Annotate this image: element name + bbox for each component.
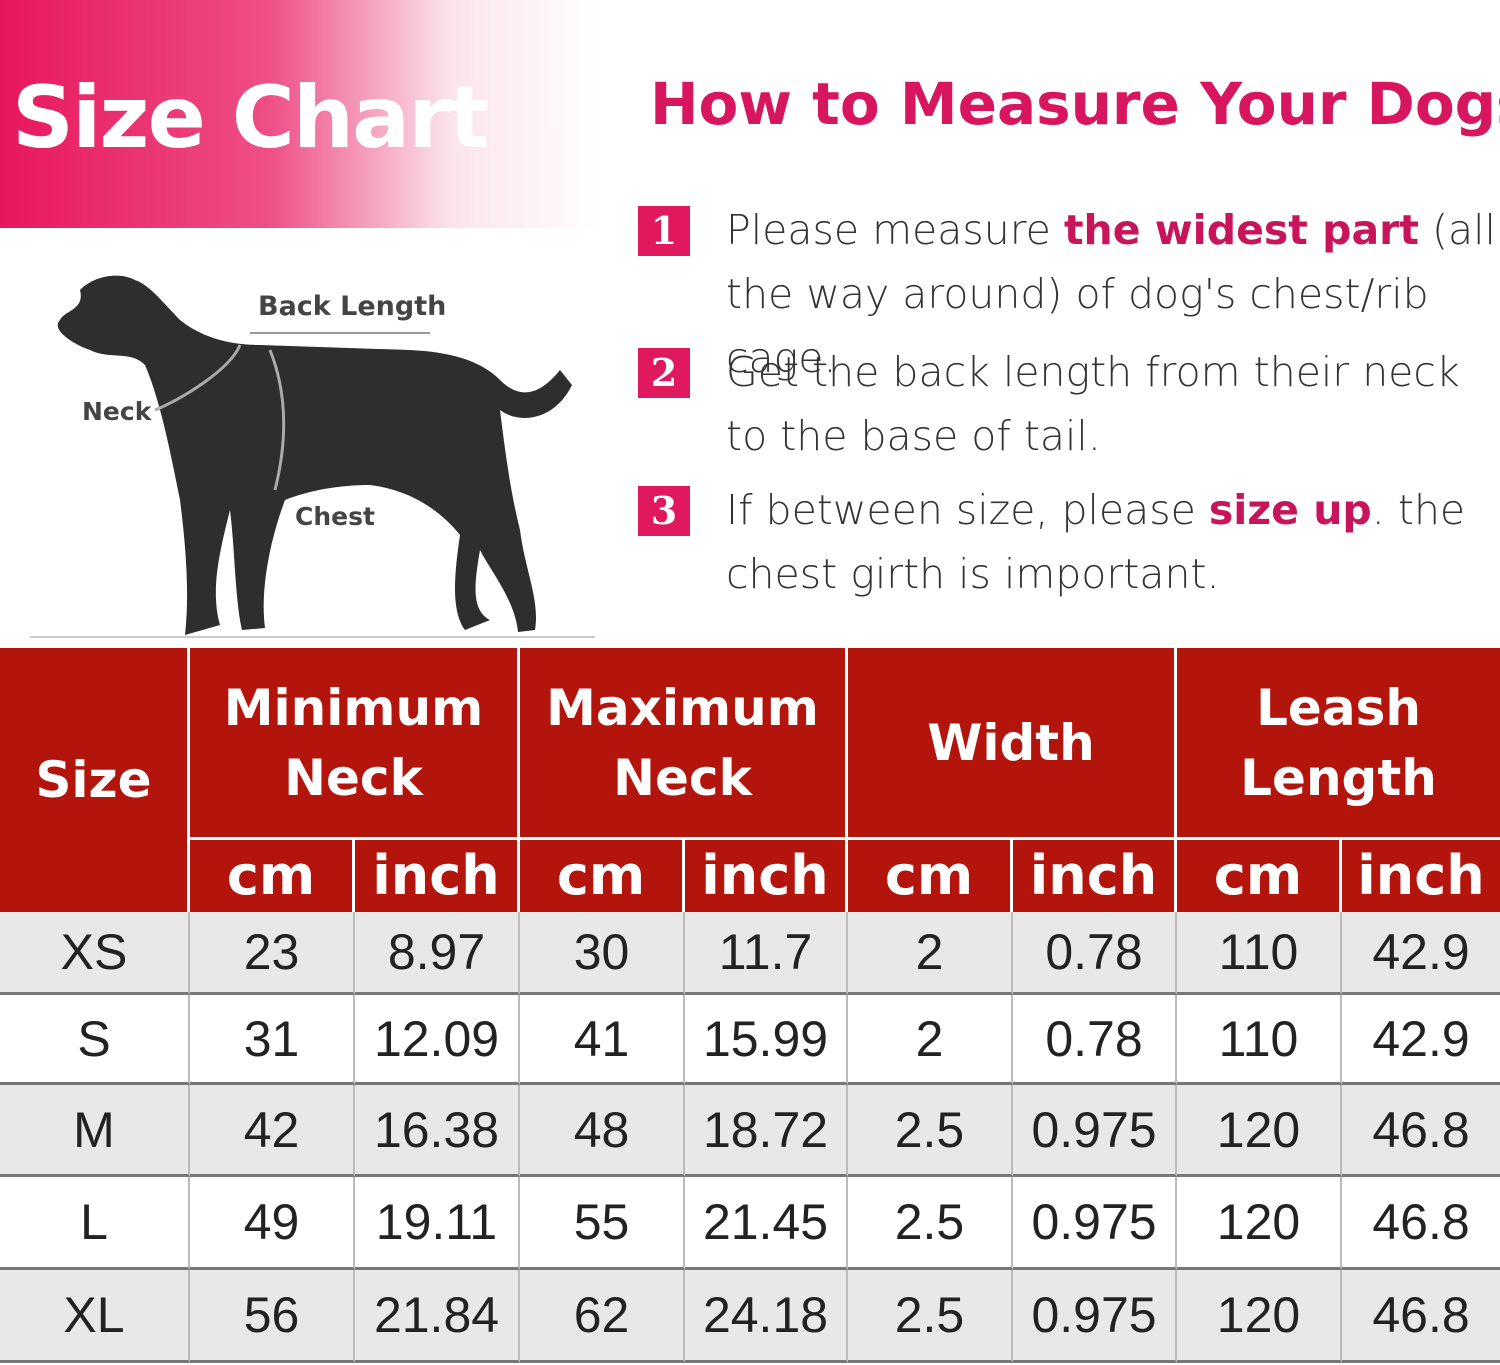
step-text-part: (all the way around) of dog's chest/rib … [726, 206, 1496, 382]
value-cell: 24.18 [685, 1270, 848, 1363]
value-cell: 8.97 [355, 912, 520, 995]
value-cell: 55 [520, 1177, 685, 1270]
value-cell: 120 [1177, 1177, 1342, 1270]
size-cell: M [0, 1085, 190, 1177]
value-cell: 2.5 [848, 1085, 1013, 1177]
step-text: If between size, please size up. the che… [726, 478, 1496, 606]
value-cell: 120 [1177, 1085, 1342, 1177]
value-cell: 11.7 [685, 912, 848, 995]
howto-title: How to Measure Your Dogs? [650, 70, 1500, 138]
unit-header: cm [190, 840, 355, 912]
label-chest: Chest [295, 502, 375, 531]
group-header: Leash Length [1177, 648, 1500, 840]
step-text: Please measure the widest part (all the … [726, 198, 1496, 390]
value-cell: 46.8 [1342, 1177, 1500, 1270]
step-text-part: . the chest girth is important. [726, 486, 1466, 598]
value-cell: 42.9 [1342, 995, 1500, 1085]
title-banner: Size Chart [0, 0, 600, 228]
value-cell: 62 [520, 1270, 685, 1363]
group-header: Width [848, 648, 1177, 840]
value-cell: 21.84 [355, 1270, 520, 1363]
value-cell: 0.78 [1013, 912, 1177, 995]
value-cell: 110 [1177, 912, 1342, 995]
step-text-part: Get the back length from their neck to t… [726, 348, 1460, 460]
value-cell: 48 [520, 1085, 685, 1177]
value-cell: 0.78 [1013, 995, 1177, 1085]
size-cell: XL [0, 1270, 190, 1363]
unit-header: inch [355, 840, 520, 912]
size-cell: XS [0, 912, 190, 995]
dog-diagram: Back Length Neck Chest [30, 275, 595, 638]
value-cell: 42 [190, 1085, 355, 1177]
label-back-length: Back Length [258, 291, 446, 322]
step-number: 3 [638, 486, 690, 536]
value-cell: 23 [190, 912, 355, 995]
value-cell: 31 [190, 995, 355, 1085]
value-cell: 42.9 [1342, 912, 1500, 995]
unit-header: inch [685, 840, 848, 912]
value-cell: 46.8 [1342, 1270, 1500, 1363]
unit-header: inch [1342, 840, 1500, 912]
value-cell: 56 [190, 1270, 355, 1363]
value-cell: 21.45 [685, 1177, 848, 1270]
step-number: 1 [638, 206, 690, 256]
size-cell: L [0, 1177, 190, 1270]
value-cell: 41 [520, 995, 685, 1085]
value-cell: 0.975 [1013, 1270, 1177, 1363]
step-text-part: size up [1208, 486, 1372, 534]
value-cell: 49 [190, 1177, 355, 1270]
size-table: Size Minimum Neck Maximum Neck Width Leash L… [0, 648, 1500, 1363]
value-cell: 120 [1177, 1270, 1342, 1363]
value-cell: 110 [1177, 995, 1342, 1085]
unit-header: cm [520, 840, 685, 912]
size-header: Size [0, 648, 190, 912]
group-header: Minimum Neck [190, 648, 520, 840]
value-cell: 0.975 [1013, 1085, 1177, 1177]
group-header: Maximum Neck [520, 648, 848, 840]
value-cell: 16.38 [355, 1085, 520, 1177]
value-cell: 30 [520, 912, 685, 995]
value-cell: 2.5 [848, 1270, 1013, 1363]
unit-header: cm [1177, 840, 1342, 912]
value-cell: 2 [848, 995, 1013, 1085]
value-cell: 15.99 [685, 995, 848, 1085]
value-cell: 12.09 [355, 995, 520, 1085]
value-cell: 46.8 [1342, 1085, 1500, 1177]
step-text-part: the widest part [1063, 206, 1420, 254]
value-cell: 0.975 [1013, 1177, 1177, 1270]
value-cell: 18.72 [685, 1085, 848, 1177]
step-text: Get the back length from their neck to t… [726, 340, 1496, 468]
value-cell: 2.5 [848, 1177, 1013, 1270]
title: Size Chart [12, 68, 490, 168]
value-cell: 2 [848, 912, 1013, 995]
unit-header: inch [1013, 840, 1177, 912]
value-cell: 19.11 [355, 1177, 520, 1270]
size-cell: S [0, 995, 190, 1085]
step-text-part: Please measure [726, 206, 1064, 254]
unit-header: cm [848, 840, 1013, 912]
label-neck: Neck [82, 397, 153, 426]
step-text-part: If between size, please [726, 486, 1209, 534]
step-number: 2 [638, 348, 690, 398]
